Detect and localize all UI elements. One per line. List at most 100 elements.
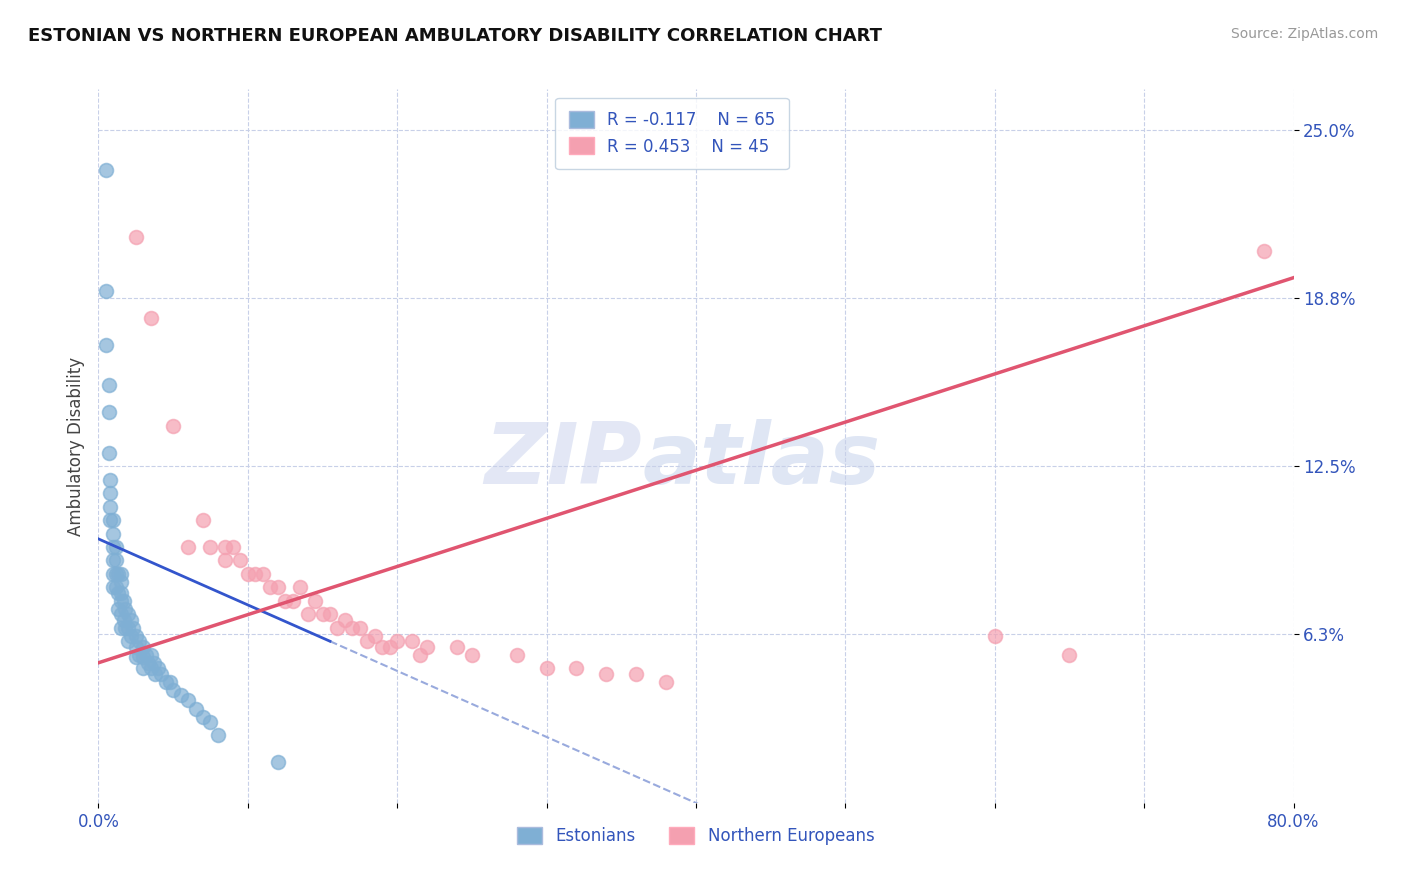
Point — [349, 621, 371, 635]
Point — [416, 640, 439, 654]
Point — [110, 607, 132, 622]
Point — [155, 674, 177, 689]
Point — [288, 580, 311, 594]
Point — [117, 621, 139, 635]
Point — [98, 513, 122, 527]
Point — [98, 486, 122, 500]
Point — [110, 566, 132, 581]
Point — [139, 648, 162, 662]
Point — [117, 634, 139, 648]
Point — [408, 648, 430, 662]
Point — [222, 540, 245, 554]
Point — [162, 418, 184, 433]
Text: ZIP: ZIP — [485, 418, 643, 502]
Point — [626, 666, 648, 681]
Point — [214, 553, 236, 567]
Point — [112, 594, 135, 608]
Point — [94, 284, 117, 298]
Point — [184, 701, 207, 715]
Point — [267, 756, 290, 770]
Point — [385, 634, 409, 648]
Point — [259, 580, 281, 594]
Point — [378, 640, 401, 654]
Point — [229, 553, 252, 567]
Point — [333, 613, 356, 627]
Point — [107, 586, 129, 600]
Point — [200, 714, 222, 729]
Point — [114, 621, 136, 635]
Point — [356, 634, 378, 648]
Point — [401, 634, 423, 648]
Point — [506, 648, 529, 662]
Point — [274, 594, 297, 608]
Point — [536, 661, 558, 675]
Point — [132, 650, 155, 665]
Point — [97, 378, 120, 392]
Point — [655, 674, 678, 689]
Point — [120, 613, 142, 627]
Point — [125, 629, 148, 643]
Point — [304, 594, 326, 608]
Point — [159, 674, 181, 689]
Point — [103, 526, 125, 541]
Point — [132, 640, 155, 654]
Point — [98, 500, 122, 514]
Point — [595, 666, 617, 681]
Point — [446, 640, 468, 654]
Point — [214, 540, 236, 554]
Point — [110, 574, 132, 589]
Point — [128, 634, 150, 648]
Point — [105, 580, 128, 594]
Point — [105, 566, 128, 581]
Point — [136, 656, 159, 670]
Point — [142, 656, 165, 670]
Text: Source: ZipAtlas.com: Source: ZipAtlas.com — [1230, 27, 1378, 41]
Point — [177, 693, 200, 707]
Point — [565, 661, 588, 675]
Point — [297, 607, 319, 622]
Point — [114, 602, 136, 616]
Point — [135, 648, 157, 662]
Point — [97, 405, 120, 419]
Point — [120, 629, 142, 643]
Point — [191, 709, 214, 723]
Point — [103, 566, 125, 581]
Point — [200, 540, 222, 554]
Y-axis label: Ambulatory Disability: Ambulatory Disability — [66, 357, 84, 535]
Point — [143, 666, 166, 681]
Point — [103, 553, 125, 567]
Point — [1253, 244, 1275, 258]
Point — [371, 640, 394, 654]
Point — [103, 580, 125, 594]
Point — [132, 661, 155, 675]
Point — [128, 648, 150, 662]
Point — [364, 629, 387, 643]
Point — [162, 682, 184, 697]
Point — [139, 661, 162, 675]
Point — [112, 613, 135, 627]
Point — [105, 553, 128, 567]
Point — [121, 621, 143, 635]
Point — [311, 607, 333, 622]
Point — [98, 473, 122, 487]
Point — [461, 648, 484, 662]
Legend: Estonians, Northern Europeans: Estonians, Northern Europeans — [510, 820, 882, 852]
Text: ESTONIAN VS NORTHERN EUROPEAN AMBULATORY DISABILITY CORRELATION CHART: ESTONIAN VS NORTHERN EUROPEAN AMBULATORY… — [28, 27, 882, 45]
Point — [125, 640, 148, 654]
Point — [107, 566, 129, 581]
Point — [207, 729, 229, 743]
Point — [110, 594, 132, 608]
Point — [281, 594, 304, 608]
Point — [103, 540, 125, 554]
Point — [125, 230, 148, 244]
Point — [94, 338, 117, 352]
Point — [319, 607, 342, 622]
Point — [117, 607, 139, 622]
Point — [125, 650, 148, 665]
Point — [110, 621, 132, 635]
Point — [245, 566, 267, 581]
Point — [105, 540, 128, 554]
Text: atlas: atlas — [643, 418, 880, 502]
Point — [103, 513, 125, 527]
Point — [110, 586, 132, 600]
